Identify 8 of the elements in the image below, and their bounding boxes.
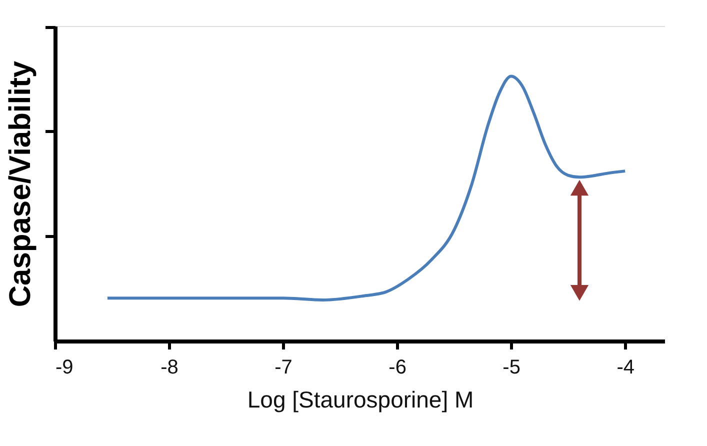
x-tick-label: -6 xyxy=(388,356,406,378)
x-tick-label: -4 xyxy=(616,356,634,378)
y-axis-title: Caspase/Viability xyxy=(4,60,37,308)
x-tick-label: -5 xyxy=(502,356,520,378)
x-tick-label: -7 xyxy=(274,356,292,378)
x-axis-title: Log [Staurosporine] M xyxy=(247,386,474,412)
x-tick-label: -8 xyxy=(160,356,178,378)
x-tick-label: -9 xyxy=(56,356,74,378)
